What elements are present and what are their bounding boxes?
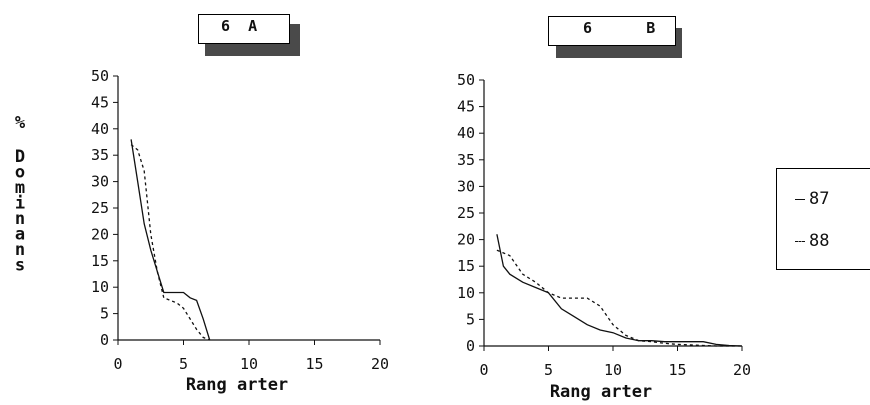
chart-a-x-tick-label: 15 bbox=[305, 355, 323, 373]
chart-a-y-tick-label: 25 bbox=[91, 199, 109, 217]
chart-b-x-tick-label: 20 bbox=[733, 361, 751, 379]
chart-b-y-tick-label: 25 bbox=[457, 204, 475, 222]
chart-a-y-axis-title-char: m bbox=[15, 178, 25, 198]
chart-b-title: 6 B bbox=[583, 19, 656, 37]
chart-b-y-tick-label: 45 bbox=[457, 98, 475, 116]
chart-b-x-tick-label: 10 bbox=[604, 361, 622, 379]
legend-label-88: 88 bbox=[809, 231, 830, 251]
chart-b-y-tick-label: 10 bbox=[457, 284, 475, 302]
chart-b-x-tick-label: 5 bbox=[544, 361, 553, 379]
chart-a-y-axis-title-char: D bbox=[15, 147, 25, 167]
chart-a-y-axis-title-char: n bbox=[15, 240, 25, 260]
chart-b-plot: 0 5 10 15 20 25 30 35 40 45 50 0 5 10 15 20 Rang arter bbox=[457, 71, 751, 402]
chart-a-y-axis-title-char: i bbox=[15, 194, 25, 214]
chart-a-y-tick-label: 0 bbox=[100, 331, 109, 349]
chart-a-y-tick-label: 50 bbox=[91, 67, 109, 85]
chart-b-series-88 bbox=[496, 249, 742, 347]
chart-b-series-87 bbox=[496, 234, 743, 347]
chart-b-y-tick-label: 35 bbox=[457, 151, 475, 169]
chart-a-series-88 bbox=[130, 144, 210, 341]
chart-a-y-tick-label: 40 bbox=[91, 120, 109, 138]
chart-b-y-tick-label: 30 bbox=[457, 177, 475, 195]
title-box-b-frame: 6 B bbox=[548, 16, 676, 46]
chart-a-y-axis-title-char: o bbox=[15, 163, 25, 183]
chart-b-y-tick-label: 50 bbox=[457, 71, 475, 89]
chart-a-y-tick-label: 30 bbox=[91, 173, 109, 191]
chart-a-plot: 0 5 10 15 20 25 30 35 40 45 50 0 5 10 15 20 Rang arter% D… bbox=[15, 67, 389, 395]
chart-a-title: 6 A bbox=[221, 17, 258, 35]
legend-swatch-dashed bbox=[795, 240, 805, 242]
chart-a-y-tick-label: 15 bbox=[91, 252, 109, 270]
legend-item-88: 88 bbox=[795, 231, 829, 251]
legend-item-87: 87 bbox=[795, 189, 829, 209]
chart-b-y-tick-label: 20 bbox=[457, 231, 475, 249]
chart-b-y-tick-label: 0 bbox=[466, 337, 475, 355]
chart-a-x-axis-title: Rang arter bbox=[186, 375, 288, 395]
chart-b-x-axis-title: Rang arter bbox=[550, 382, 652, 402]
chart-a-x-tick-label: 5 bbox=[179, 355, 188, 373]
chart-a-y-tick-label: 5 bbox=[100, 305, 109, 323]
chart-a-x-tick-label: 0 bbox=[113, 355, 122, 373]
title-box-a-frame: 6 A bbox=[198, 14, 290, 44]
title-box-a: 6 A bbox=[198, 14, 300, 56]
chart-a-y-axis-title-char: s bbox=[15, 256, 25, 276]
chart-a-y-axis-title-char: % bbox=[15, 113, 26, 133]
legend: 87 88 bbox=[776, 168, 870, 270]
legend-swatch-solid bbox=[795, 198, 805, 200]
chart-b-y-tick-label: 40 bbox=[457, 124, 475, 142]
chart-a-x-tick-label: 10 bbox=[240, 355, 258, 373]
chart-a-y-axis-title-char: n bbox=[15, 209, 25, 229]
chart-b-x-tick-label: 0 bbox=[479, 361, 488, 379]
chart-a-y-axis-title-char: a bbox=[15, 225, 25, 245]
title-box-b: 6 B bbox=[548, 16, 682, 58]
chart-a-y-tick-label: 10 bbox=[91, 278, 109, 296]
chart-a-series-87 bbox=[130, 139, 211, 341]
chart-a-y-tick-label: 35 bbox=[91, 146, 109, 164]
legend-label-87: 87 bbox=[809, 189, 830, 209]
chart-b-y-tick-label: 5 bbox=[466, 310, 475, 328]
chart-b-x-tick-label: 15 bbox=[668, 361, 686, 379]
chart-a-y-tick-label: 20 bbox=[91, 225, 109, 243]
chart-b-y-tick-label: 15 bbox=[457, 257, 475, 275]
chart-a-y-tick-label: 45 bbox=[91, 93, 109, 111]
chart-a-x-tick-label: 20 bbox=[371, 355, 389, 373]
